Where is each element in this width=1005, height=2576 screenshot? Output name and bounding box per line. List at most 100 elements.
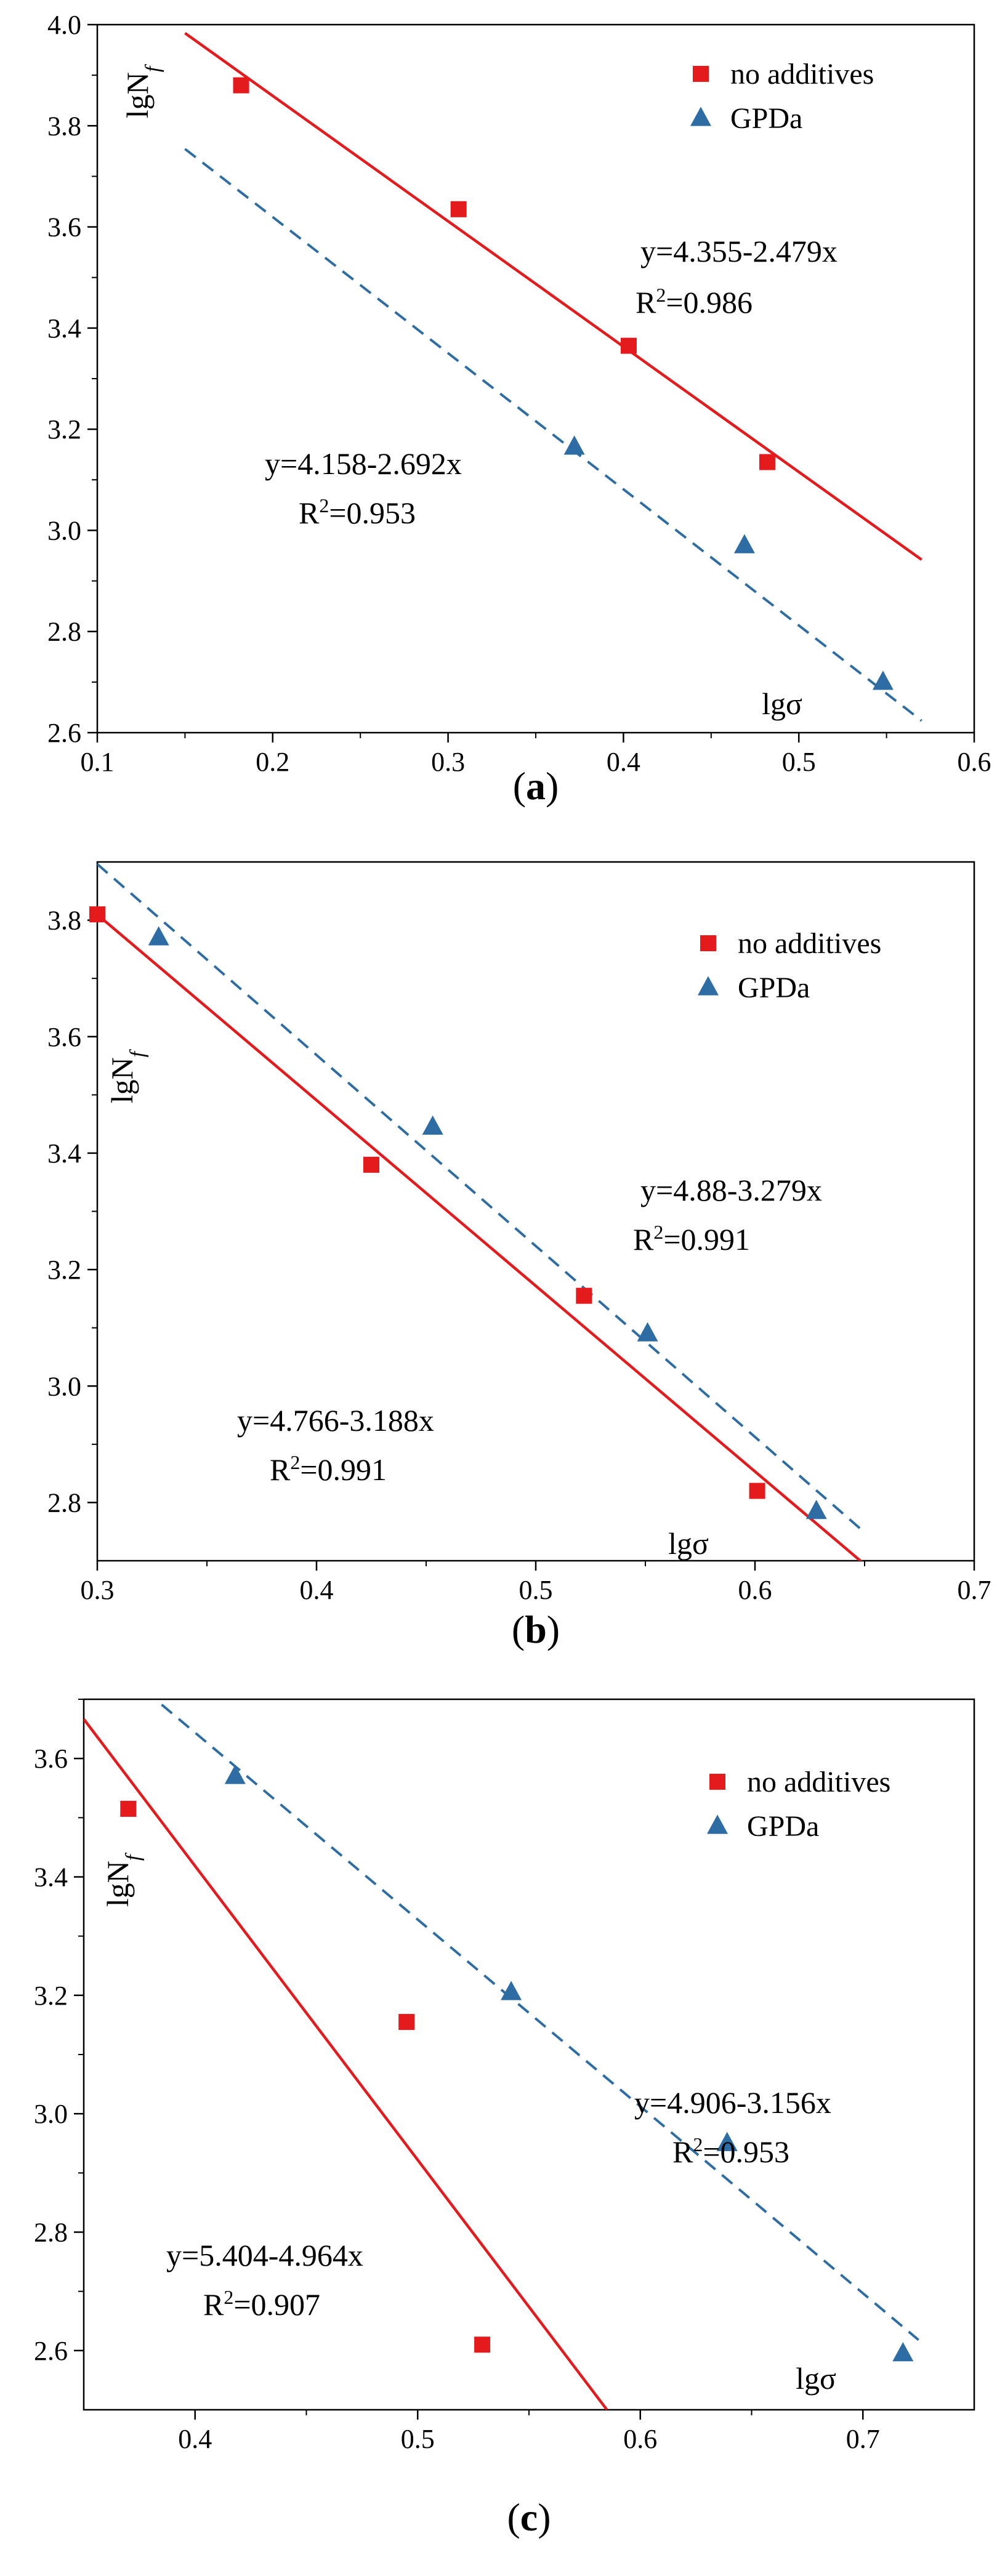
fit-line-no-additives [184,32,922,561]
x-axis-title: lgσ [668,1526,709,1561]
y-tick-label: 3.2 [47,414,81,445]
x-tick-label: 0.5 [782,747,816,777]
legend-entry: GPDa [738,972,810,1004]
fit-equation: y=4.766-3.188x [237,1403,434,1438]
fit-equation: y=4.158-2.692x [265,446,462,481]
y-tick-label: 3.8 [47,111,81,141]
fit-r-squared: R2=0.986 [636,284,753,320]
x-axis-title: lgσ [796,2361,836,2396]
y-tick-label: 3.8 [47,906,81,936]
data-point-no-additives [576,1287,592,1304]
panel-label: (a) [513,764,559,808]
fit-r-squared: R2=0.991 [633,1221,750,1257]
x-tick-label: 0.4 [178,2424,212,2454]
fit-line-gpda [97,863,866,1534]
data-point-no-additives [749,1483,765,1499]
legend-marker [707,1814,728,1834]
fit-r-squared: R2=0.907 [203,2286,320,2322]
y-tick-label: 2.8 [34,2218,68,2248]
data-point-no-additives [474,2337,491,2353]
data-point-no-additives [233,77,249,94]
data-point-gpda [422,1115,443,1135]
data-point-gpda [892,2342,914,2362]
x-tick-label: 0.1 [81,747,115,777]
legend-entry: no additives [730,58,874,91]
y-tick-label: 3.4 [47,1138,81,1169]
data-point-gpda [805,1500,827,1519]
y-tick-label: 3.2 [47,1255,81,1285]
plot-frame [96,861,975,1562]
y-tick-label: 3.0 [47,1371,81,1401]
fit-line-no-additives [97,913,863,1561]
fit-r-squared: R2=0.953 [672,2133,789,2169]
fit-equation: y=4.88-3.279x [640,1173,822,1207]
y-tick-label: 3.4 [34,1862,68,1893]
y-tick-label: 2.8 [47,1487,81,1518]
y-tick-label: 2.6 [34,2336,68,2366]
data-point-no-additives [450,201,467,217]
fit-equation: y=4.906-3.156x [634,2085,831,2120]
x-tick-label: 0.3 [431,747,465,777]
legend-entry: no additives [738,927,881,960]
y-tick-label: 2.6 [47,718,81,748]
plot-frame [96,23,975,734]
data-point-gpda [716,2131,738,2151]
data-point-gpda [148,926,169,946]
legend-marker [690,107,711,126]
data-point-gpda [637,1322,658,1342]
chart-panel-c: 0.4 0.5 0.6 0.7 2.6 2.8 3.0 3.2 3.4 3.6 no additiv… [34,1698,975,2539]
y-tick-label: 3.6 [47,212,81,243]
legend-entry: no additives [747,1766,890,1798]
y-tick-label: 3.0 [47,515,81,545]
x-tick-label: 0.7 [846,2424,880,2454]
y-tick-label: 2.8 [47,617,81,647]
x-tick-label: 0.5 [401,2424,435,2454]
legend-entry: GPDa [747,1810,819,1843]
y-axis-title: lgNf [120,63,164,118]
fit-line-no-additives [84,1718,608,2410]
fit-equation: y=4.355-2.479x [640,234,838,268]
fit-line-gpda [184,148,922,722]
y-tick-label: 3.2 [34,1981,68,2011]
y-tick-label: 4.0 [47,10,81,40]
y-tick-label: 3.6 [47,1022,81,1052]
x-tick-label: 0.6 [958,747,991,777]
data-point-no-additives [620,337,637,354]
data-point-no-additives [89,906,105,923]
fit-r-squared: R2=0.953 [299,494,416,530]
panel-label: (c) [507,2495,551,2539]
chart-panel-a: 0.1 0.2 0.3 0.4 0.5 0.6 2.6 2.8 3.0 3.2 3.4 3.6 3.8 4… [47,10,991,808]
x-tick-label: 0.4 [300,1575,334,1605]
legend-marker [700,935,716,951]
data-point-no-additives [120,1800,137,1817]
chart-panel-b: 0.3 0.4 0.5 0.6 0.7 2.8 3.0 3.2 3.4 3.6 3.8 no addi… [47,861,991,1651]
fit-equation: y=5.404-4.964x [166,2238,363,2272]
y-tick-label: 3.4 [47,313,81,344]
data-point-no-additives [398,2014,415,2031]
legend-marker [698,976,719,996]
data-point-gpda [733,534,755,553]
x-tick-label: 0.3 [81,1575,115,1605]
fit-line-gpda [161,1704,919,2341]
legend-marker [709,1774,725,1790]
legend-marker [693,66,709,82]
y-axis-title: lgNf [105,1049,149,1103]
data-point-gpda [224,1765,246,1784]
x-axis-title: lgσ [762,686,802,721]
x-tick-label: 0.4 [607,747,640,777]
x-tick-label: 0.2 [256,747,289,777]
x-tick-label: 0.7 [958,1575,991,1605]
data-point-no-additives [759,454,775,470]
x-tick-label: 0.6 [738,1575,772,1605]
y-tick-label: 3.6 [34,1744,68,1774]
panel-label: (b) [512,1608,560,1651]
data-point-gpda [563,435,585,455]
data-point-gpda [872,670,894,690]
fit-r-squared: R2=0.991 [270,1451,387,1487]
data-point-gpda [501,1981,522,2000]
x-tick-label: 0.6 [623,2424,657,2454]
legend-entry: GPDa [730,102,802,135]
y-tick-label: 3.0 [34,2099,68,2129]
data-point-no-additives [363,1156,379,1173]
